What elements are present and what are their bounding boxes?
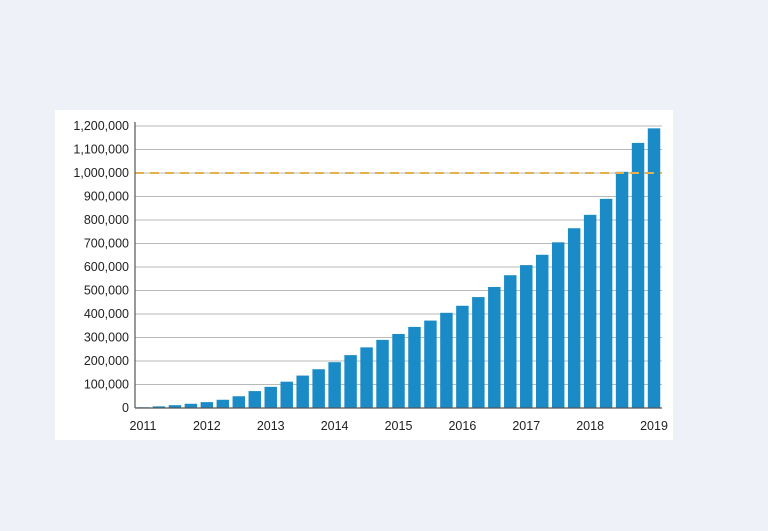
bar xyxy=(280,381,293,408)
bar xyxy=(520,265,533,408)
bar xyxy=(200,402,214,408)
y-tick-label: 1,000,000 xyxy=(73,166,129,180)
y-tick-label: 1,100,000 xyxy=(73,143,129,157)
bar xyxy=(456,305,469,408)
bar xyxy=(264,386,277,408)
x-tick-label: 2016 xyxy=(448,419,476,433)
y-tick-label: 1,200,000 xyxy=(73,119,129,133)
bar xyxy=(152,406,166,408)
bar xyxy=(312,369,325,408)
bar xyxy=(424,320,437,408)
bar xyxy=(615,171,629,408)
y-tick-label: 800,000 xyxy=(84,213,129,227)
bar xyxy=(631,142,645,409)
bar xyxy=(376,339,389,408)
x-tick-label: 2014 xyxy=(321,419,349,433)
y-tick-label: 100,000 xyxy=(84,378,129,392)
x-tick-label: 2017 xyxy=(512,419,540,433)
bar xyxy=(296,375,309,408)
x-tick-label: 2015 xyxy=(385,419,413,433)
bar xyxy=(599,198,613,408)
bar-chart: 0 100,000 200,000 300,000 400,000 500,000 600,… xyxy=(73,119,668,433)
y-tick-label: 300,000 xyxy=(84,331,129,345)
chart-card: 0 100,000 200,000 300,000 400,000 500,000 600,… xyxy=(55,110,673,440)
x-tick-label: 2019 xyxy=(640,419,668,433)
x-tick-label: 2012 xyxy=(193,419,221,433)
y-tick-label: 700,000 xyxy=(84,237,129,251)
bar xyxy=(184,403,198,408)
bar xyxy=(408,326,421,408)
bar xyxy=(248,391,262,408)
y-tick-label: 900,000 xyxy=(84,190,129,204)
bar xyxy=(504,275,517,408)
bar xyxy=(440,312,453,408)
bar xyxy=(488,286,501,408)
x-tick-label: 2013 xyxy=(257,419,285,433)
x-tick-label: 2018 xyxy=(576,419,604,433)
bar xyxy=(168,405,182,408)
bar xyxy=(647,128,661,408)
y-tick-label: 0 xyxy=(122,401,129,415)
bar xyxy=(392,333,405,408)
x-tick-label: 2011 xyxy=(130,419,157,433)
y-tick-label: 600,000 xyxy=(84,260,129,274)
bar xyxy=(535,254,549,408)
bar xyxy=(567,228,581,408)
bar xyxy=(551,242,565,408)
bar xyxy=(232,396,246,408)
bar xyxy=(360,347,373,408)
y-tick-label: 500,000 xyxy=(84,284,129,298)
bar xyxy=(472,297,485,408)
y-tick-label: 200,000 xyxy=(84,354,129,368)
bar xyxy=(583,214,597,408)
bar xyxy=(216,399,230,408)
y-tick-label: 400,000 xyxy=(84,307,129,321)
bar xyxy=(344,355,357,408)
bar xyxy=(328,362,341,408)
